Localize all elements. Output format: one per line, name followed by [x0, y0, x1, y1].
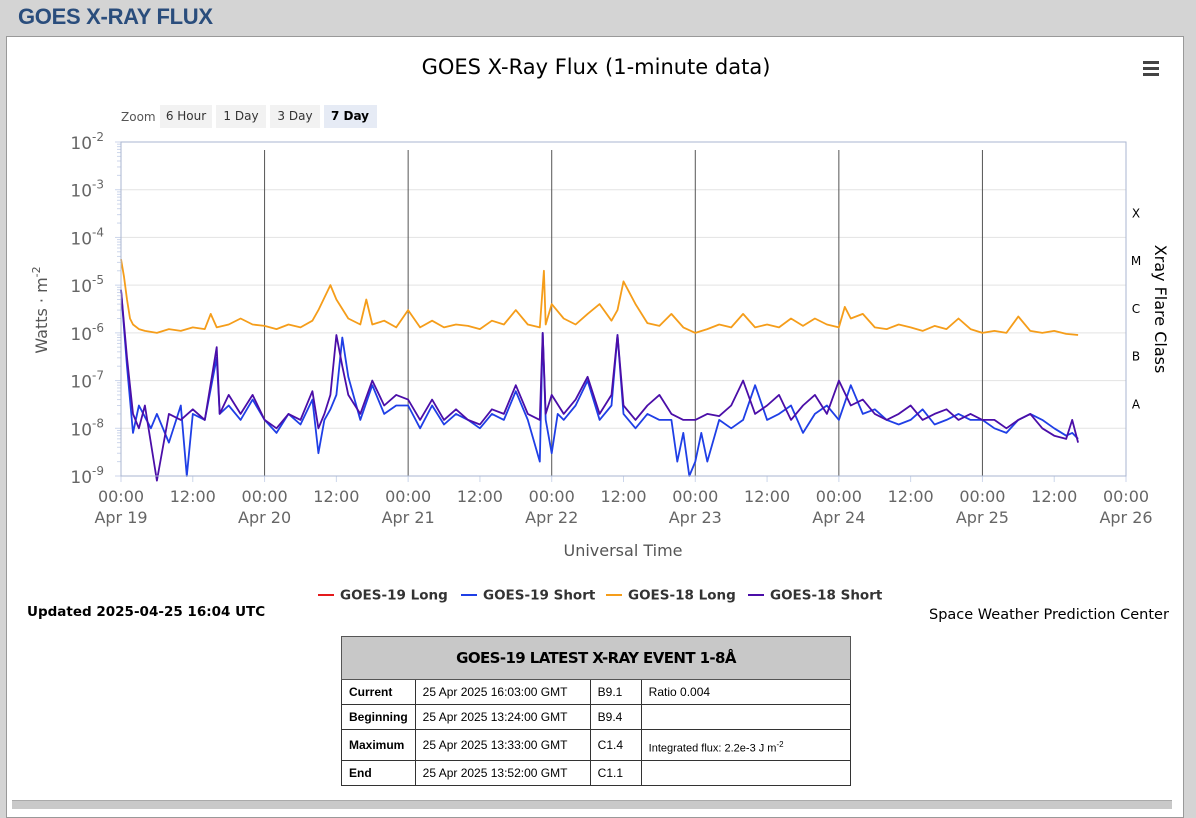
zoom-button-label: 1 Day	[223, 109, 258, 123]
legend-item: GOES-18 Short	[770, 588, 883, 604]
y-tick-label: 10-5	[70, 273, 104, 297]
y-tick-label: 10-4	[70, 225, 104, 249]
zoom-bar: Zoom 6 Hour 1 Day 3 Day 7 Day	[121, 105, 377, 128]
x-tick-date: Apr 25	[956, 508, 1009, 527]
x-tick-time: 00:00	[816, 487, 862, 506]
x-tick-date: Apr 23	[669, 508, 722, 527]
row-class: C1.4	[589, 729, 642, 761]
legend-item: GOES-19 Long	[340, 588, 448, 604]
flare-class-x: X	[1132, 206, 1140, 220]
y-tick-label: 10-3	[70, 178, 104, 202]
x-tick-time: 00:00	[98, 487, 144, 506]
menu-icon[interactable]	[1139, 58, 1163, 82]
y-tick-label: 10-7	[70, 369, 104, 393]
x-axis-label: Universal Time	[563, 541, 682, 560]
zoom-button-label: 7 Day	[331, 109, 369, 123]
flare-class-a: A	[1132, 397, 1141, 411]
page-title: GOES X-RAY FLUX	[18, 4, 213, 29]
x-tick-date: Apr 19	[94, 508, 147, 527]
x-tick-time: 00:00	[242, 487, 288, 506]
x-tick-time: 12:00	[170, 487, 216, 506]
table-row: Current 25 Apr 2025 16:03:00 GMT B9.1 Ra…	[341, 679, 852, 705]
series-lines	[120, 259, 1079, 482]
zoom-button-label: 3 Day	[277, 109, 312, 123]
series-line-3	[120, 289, 1079, 482]
x-tick-time: 12:00	[888, 487, 934, 506]
x-tick-date: Apr 26	[1099, 508, 1152, 527]
row-label: End	[341, 760, 416, 786]
plot-area-border	[120, 141, 1127, 477]
xray-flux-chart: GOES X-Ray Flux (1-minute data) Zoom 6 H…	[30, 55, 1170, 604]
flare-class-m: M	[1131, 254, 1141, 268]
x-tick-time: 00:00	[959, 487, 1005, 506]
event-table-title: GOES-19 LATEST X-RAY EVENT 1-8Å	[341, 636, 851, 680]
x-tick-time: 12:00	[313, 487, 359, 506]
legend-item: GOES-19 Short	[483, 588, 596, 604]
row-note: Ratio 0.004	[640, 679, 852, 705]
y-tick-label: 10-8	[70, 416, 104, 440]
x-tick-date: Apr 22	[525, 508, 578, 527]
flare-class-b: B	[1132, 350, 1140, 364]
zoom-button-3d[interactable]: 3 Day	[270, 105, 320, 128]
updated-timestamp: Updated 2025-04-25 16:04 UTC	[27, 604, 266, 620]
row-time: 25 Apr 2025 16:03:00 GMT	[414, 679, 591, 705]
zoom-button-1d[interactable]: 1 Day	[216, 105, 266, 128]
x-axis-ticks: 00:00 Apr 19 12:00 00:00 Apr 20 12:00 00:00 Apr…	[94, 487, 1152, 527]
y-axis-label: Watts · m-2	[30, 266, 51, 353]
flare-class-labels: X M C B A	[1131, 206, 1141, 411]
row-time: 25 Apr 2025 13:33:00 GMT	[414, 729, 591, 761]
legend-item: GOES-18 Long	[628, 588, 736, 604]
y-axis-ticks: 10-2 10-3 10-4 10-5 10-6 10-7 10-8 10-9	[70, 130, 104, 488]
x-tick-time: 00:00	[672, 487, 718, 506]
y-axis-right-label: Xray Flare Class	[1151, 245, 1170, 374]
zoom-button-7d[interactable]: 7 Day	[324, 105, 377, 128]
y-tick-label: 10-6	[70, 321, 104, 345]
row-note: Integrated flux: 2.2e-3 J m-2	[640, 729, 852, 761]
x-tick-time: 00:00	[385, 487, 431, 506]
chart-title: GOES X-Ray Flux (1-minute data)	[422, 55, 771, 79]
x-tick-time: 00:00	[529, 487, 575, 506]
x-tick-time: 12:00	[600, 487, 646, 506]
x-tick-time: 12:00	[744, 487, 790, 506]
x-tick-date: Apr 24	[812, 508, 865, 527]
series-line-2	[120, 259, 1079, 336]
table-row: Beginning 25 Apr 2025 13:24:00 GMT B9.4	[341, 704, 852, 730]
zoom-button-label: 6 Hour	[166, 109, 206, 123]
gridlines	[115, 141, 1127, 482]
y-tick-label: 10-9	[70, 464, 104, 488]
flare-class-c: C	[1132, 302, 1140, 316]
x-tick-date: Apr 20	[238, 508, 291, 527]
row-class: B9.1	[589, 679, 642, 705]
x-tick-date: Apr 21	[382, 508, 435, 527]
latest-xray-event-table: GOES-19 LATEST X-RAY EVENT 1-8Å Current …	[341, 636, 852, 786]
swpc-credit: Space Weather Prediction Center	[929, 607, 1169, 623]
x-tick-time: 12:00	[1031, 487, 1077, 506]
zoom-button-6h[interactable]: 6 Hour	[160, 105, 212, 128]
row-label: Current	[341, 679, 416, 705]
row-time: 25 Apr 2025 13:52:00 GMT	[414, 760, 591, 786]
table-row: Maximum 25 Apr 2025 13:33:00 GMT C1.4 In…	[341, 729, 852, 761]
row-label: Beginning	[341, 704, 416, 730]
row-note	[640, 704, 852, 730]
row-class: C1.1	[589, 760, 642, 786]
row-time: 25 Apr 2025 13:24:00 GMT	[414, 704, 591, 730]
x-tick-time: 12:00	[457, 487, 503, 506]
y-tick-label: 10-2	[70, 130, 104, 154]
legend: GOES-19 Long GOES-19 Short GOES-18 Long GOE…	[318, 588, 883, 604]
x-tick-time: 00:00	[1103, 487, 1149, 506]
row-note	[640, 760, 852, 786]
zoom-label: Zoom	[121, 110, 156, 124]
row-class: B9.4	[589, 704, 642, 730]
horizontal-scrollbar[interactable]	[12, 800, 1172, 809]
row-label: Maximum	[341, 729, 416, 761]
table-row: End 25 Apr 2025 13:52:00 GMT C1.1	[341, 760, 852, 786]
